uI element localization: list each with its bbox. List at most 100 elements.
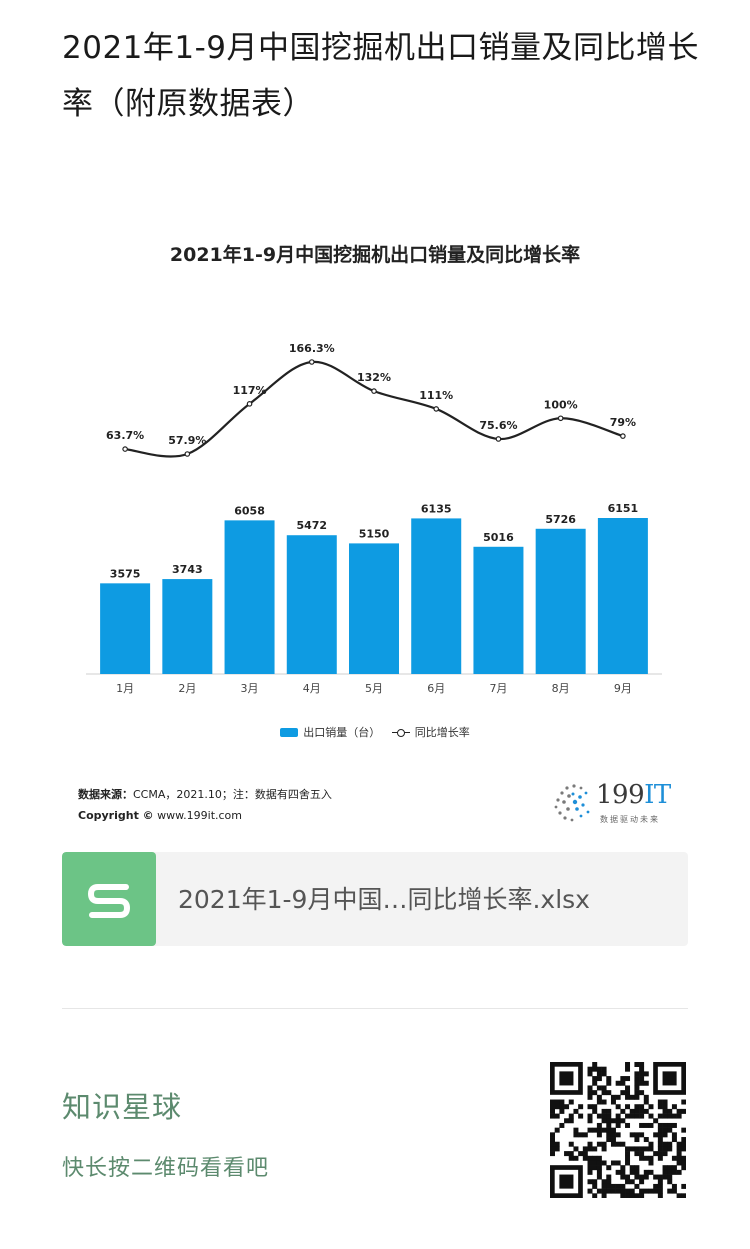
spreadsheet-s-icon — [62, 852, 156, 946]
qr-code[interactable] — [550, 1062, 686, 1198]
qr-module — [639, 1174, 645, 1180]
qr-module — [596, 1169, 602, 1175]
qr-module — [587, 1104, 593, 1110]
qr-module — [681, 1108, 686, 1114]
article-title: 2021年1-9月中国挖掘机出口销量及同比增长率（附原数据表） — [62, 30, 700, 122]
line-point-8 — [557, 415, 564, 422]
qr-module — [568, 1113, 574, 1119]
qr-module — [657, 1141, 663, 1147]
qr-module — [653, 1151, 659, 1157]
qr-module — [610, 1094, 616, 1100]
qr-module — [615, 1132, 621, 1138]
legend-label-bar: 出口销量（台） — [303, 726, 381, 739]
qr-module — [639, 1071, 645, 1077]
qr-module — [639, 1155, 645, 1161]
attachment-file-name[interactable]: 2021年1-9月中国…同比增长率.xlsx — [178, 885, 590, 914]
brand-slogan: 数据驱动未来 — [600, 815, 660, 824]
qr-module — [601, 1160, 607, 1166]
qr-module — [606, 1179, 612, 1185]
qr-module — [634, 1151, 640, 1157]
qr-module — [596, 1122, 602, 1128]
qr-module — [671, 1132, 677, 1138]
x-tick-label-5: 5月 — [365, 682, 383, 695]
qr-module — [554, 1141, 560, 1147]
qr-module — [639, 1188, 645, 1194]
bar-label-6: 6135 — [421, 502, 452, 515]
qr-module — [606, 1165, 612, 1171]
qr-module — [643, 1094, 649, 1100]
qr-module — [610, 1132, 616, 1138]
qr-module — [634, 1104, 640, 1110]
qr-module — [601, 1188, 607, 1194]
chart-title: 2021年1-9月中国挖掘机出口销量及同比增长率 — [169, 244, 581, 266]
qr-module — [596, 1085, 602, 1091]
qr-module — [625, 1062, 631, 1067]
qr-module — [620, 1188, 626, 1194]
qr-module — [568, 1118, 574, 1124]
qr-module — [596, 1127, 602, 1133]
qr-module — [657, 1151, 663, 1157]
qr-module — [596, 1076, 602, 1082]
qr-module — [573, 1108, 579, 1114]
qr-module — [639, 1076, 645, 1082]
qr-module — [667, 1113, 673, 1119]
x-tick-label-9: 9月 — [614, 682, 632, 695]
qr-module — [601, 1090, 607, 1096]
qr-module — [620, 1183, 626, 1189]
qr-module — [671, 1169, 677, 1175]
qr-module — [592, 1080, 598, 1086]
qr-module — [615, 1094, 621, 1100]
qr-module — [582, 1151, 588, 1157]
qr-module — [634, 1085, 640, 1091]
qr-module — [634, 1132, 640, 1138]
qr-module — [620, 1118, 626, 1124]
qr-finder-inner — [662, 1071, 677, 1086]
qr-module — [671, 1122, 677, 1128]
qr-module — [615, 1113, 621, 1119]
qr-module — [643, 1108, 649, 1114]
qr-module — [559, 1122, 565, 1128]
qr-module — [667, 1179, 673, 1185]
qr-module — [681, 1141, 686, 1147]
qr-module — [610, 1118, 616, 1124]
qr-module — [657, 1174, 663, 1180]
attachment-card[interactable]: 2021年1-9月中国…同比增长率.xlsx — [62, 852, 688, 946]
qr-module — [615, 1183, 621, 1189]
bar-label-9: 6151 — [608, 502, 639, 515]
bar-5 — [349, 543, 399, 674]
line-label-4: 166.3% — [289, 342, 335, 355]
qr-module — [610, 1141, 616, 1147]
qr-module — [634, 1108, 640, 1114]
qr-module — [676, 1193, 682, 1198]
qr-module — [615, 1141, 621, 1147]
qr-module — [559, 1108, 565, 1114]
qr-module — [573, 1127, 579, 1133]
qr-module — [601, 1146, 607, 1152]
qr-module — [634, 1076, 640, 1082]
qr-module — [587, 1071, 593, 1077]
qr-module — [625, 1113, 631, 1119]
bar-label-5: 5150 — [359, 527, 390, 540]
qr-module — [596, 1094, 602, 1100]
qr-module — [625, 1160, 631, 1166]
qr-module — [671, 1183, 677, 1189]
qr-module — [657, 1146, 663, 1152]
x-tick-label-7: 7月 — [489, 682, 507, 695]
qr-module — [667, 1165, 673, 1171]
qr-module — [676, 1169, 682, 1175]
qr-module — [667, 1174, 673, 1180]
qr-module — [643, 1155, 649, 1161]
qr-module — [592, 1066, 598, 1072]
bar-3 — [224, 520, 275, 674]
qr-module — [657, 1193, 663, 1198]
qr-module — [578, 1104, 584, 1110]
qr-module — [615, 1104, 621, 1110]
qr-module — [653, 1118, 659, 1124]
qr-module — [648, 1104, 654, 1110]
qr-module — [643, 1080, 649, 1086]
qr-module — [625, 1094, 631, 1100]
qr-module — [601, 1193, 607, 1198]
qr-module — [601, 1066, 607, 1072]
line-label-2: 57.9% — [168, 434, 206, 447]
qr-module — [676, 1146, 682, 1152]
